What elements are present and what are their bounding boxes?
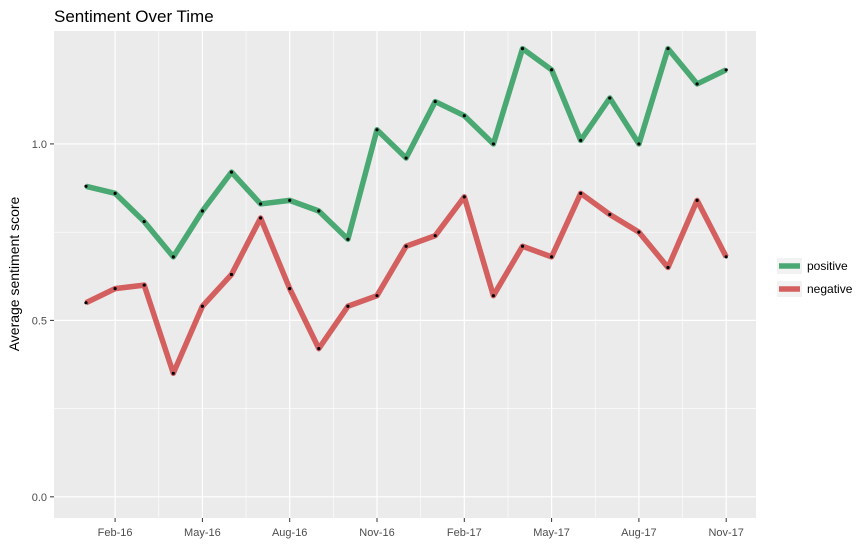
x-tick-label: Aug-16 [272, 527, 307, 539]
x-tick-label: Nov-16 [359, 527, 394, 539]
data-point-negative [433, 234, 437, 238]
data-point-negative [346, 304, 350, 308]
data-point-negative [724, 255, 728, 259]
data-point-negative [171, 371, 175, 375]
data-point-positive [346, 237, 350, 241]
data-point-negative [462, 195, 466, 199]
data-point-positive [171, 255, 175, 259]
data-point-positive [404, 156, 408, 160]
data-point-positive [317, 209, 321, 213]
data-point-positive [666, 47, 670, 51]
data-point-negative [113, 287, 117, 291]
data-point-negative [200, 304, 204, 308]
data-point-negative [142, 283, 146, 287]
data-point-negative [84, 301, 88, 305]
x-tick-label: Feb-17 [447, 527, 482, 539]
data-point-positive [637, 142, 641, 146]
data-point-negative [520, 244, 525, 248]
data-point-negative [608, 212, 612, 217]
y-tick-label: 0.0 [32, 492, 47, 504]
data-point-positive [84, 184, 88, 188]
data-point-negative [666, 265, 670, 270]
data-point-positive [259, 202, 263, 206]
data-point-negative [317, 347, 321, 351]
data-point-positive [288, 198, 292, 202]
data-point-negative [637, 230, 641, 234]
data-point-positive [433, 99, 437, 104]
legend-label-positive: positive [807, 259, 848, 273]
data-point-positive [113, 191, 117, 195]
data-point-negative [229, 272, 234, 277]
chart-title: Sentiment Over Time [54, 7, 214, 26]
data-point-negative [288, 287, 292, 291]
data-point-negative [579, 191, 583, 195]
x-axis: Feb-16 May-16 Aug-16 Nov-16 Feb-17 May-17 Aug-… [98, 518, 744, 539]
x-tick-label: May-17 [533, 527, 570, 539]
data-point-negative [259, 216, 263, 220]
x-tick-label: Nov-17 [708, 527, 743, 539]
data-point-negative [550, 255, 554, 259]
series-layer [84, 45, 729, 377]
legend-label-negative: negative [807, 282, 853, 296]
y-axis: 0.0 0.5 1.0 [32, 139, 54, 504]
data-point-positive [724, 68, 728, 72]
data-point-positive [550, 68, 554, 72]
data-point-negative [695, 198, 699, 202]
data-point-negative [491, 294, 495, 298]
data-point-positive [491, 142, 495, 146]
data-point-negative [375, 294, 379, 298]
data-point-positive [462, 114, 466, 118]
data-point-positive [375, 128, 379, 132]
y-tick-label: 0.5 [32, 315, 47, 327]
data-point-positive [520, 47, 525, 51]
y-axis-label: Average sentiment score [6, 196, 22, 351]
legend: positive negative [777, 258, 853, 297]
x-tick-label: Aug-17 [621, 527, 656, 539]
data-point-positive [200, 209, 204, 213]
x-tick-label: Feb-16 [98, 527, 133, 539]
x-tick-label: May-16 [184, 527, 221, 539]
data-point-positive [229, 170, 234, 174]
grid-major-x [114, 31, 727, 518]
y-tick-label: 1.0 [32, 139, 47, 151]
data-point-positive [142, 219, 146, 224]
grid-minor-x [158, 31, 683, 518]
data-point-positive [608, 96, 612, 100]
data-point-positive [695, 82, 699, 86]
data-point-positive [579, 138, 583, 142]
data-point-negative [404, 244, 408, 248]
